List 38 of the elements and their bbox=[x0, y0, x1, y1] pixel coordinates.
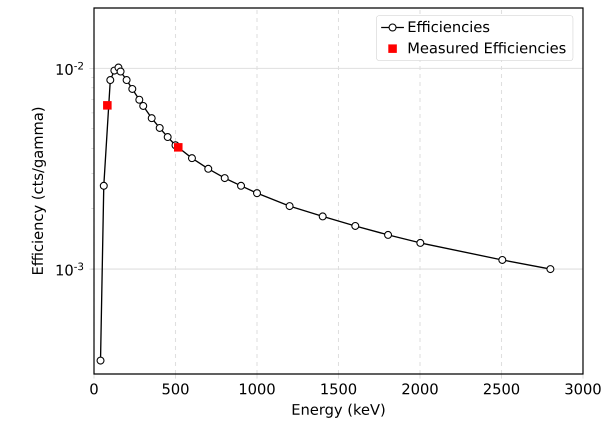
x-tick-label: 500 bbox=[162, 383, 189, 394]
point bbox=[100, 182, 108, 190]
point bbox=[546, 265, 554, 274]
point bbox=[204, 164, 212, 173]
point bbox=[351, 222, 360, 230]
x-tick-label: 3000 bbox=[565, 383, 601, 394]
point bbox=[139, 102, 148, 110]
x-axis-title: Energy (keV) bbox=[292, 404, 384, 418]
point bbox=[253, 189, 261, 198]
legend-label: Efficiencies bbox=[408, 20, 490, 32]
legend-label: Measured Efficiencies bbox=[408, 42, 566, 54]
y-axis-title: Efficiency (cts/gamma) bbox=[32, 108, 46, 274]
x-tick-label: 0 bbox=[90, 383, 98, 394]
point bbox=[416, 238, 424, 247]
point bbox=[498, 256, 506, 264]
point bbox=[128, 84, 136, 93]
point bbox=[318, 212, 327, 220]
x-tick-label: 2000 bbox=[402, 383, 438, 394]
y-tick-label: 10$^{-3}$ bbox=[56, 262, 84, 276]
point bbox=[384, 230, 392, 239]
x-tick-label: 1500 bbox=[321, 383, 356, 394]
point bbox=[106, 76, 114, 84]
point bbox=[174, 143, 183, 152]
point bbox=[164, 133, 172, 142]
y-tick-label: 10$^{-2}$ bbox=[56, 62, 83, 75]
point bbox=[286, 202, 294, 210]
x-tick-label: 1000 bbox=[240, 383, 275, 394]
point bbox=[122, 76, 131, 84]
point bbox=[116, 68, 125, 76]
point bbox=[220, 174, 229, 182]
point bbox=[96, 356, 105, 365]
point bbox=[148, 114, 156, 122]
point bbox=[135, 96, 144, 104]
point bbox=[156, 124, 164, 132]
point bbox=[188, 154, 196, 162]
point bbox=[103, 101, 112, 110]
point bbox=[237, 182, 246, 190]
x-tick-label: 2500 bbox=[484, 383, 520, 394]
